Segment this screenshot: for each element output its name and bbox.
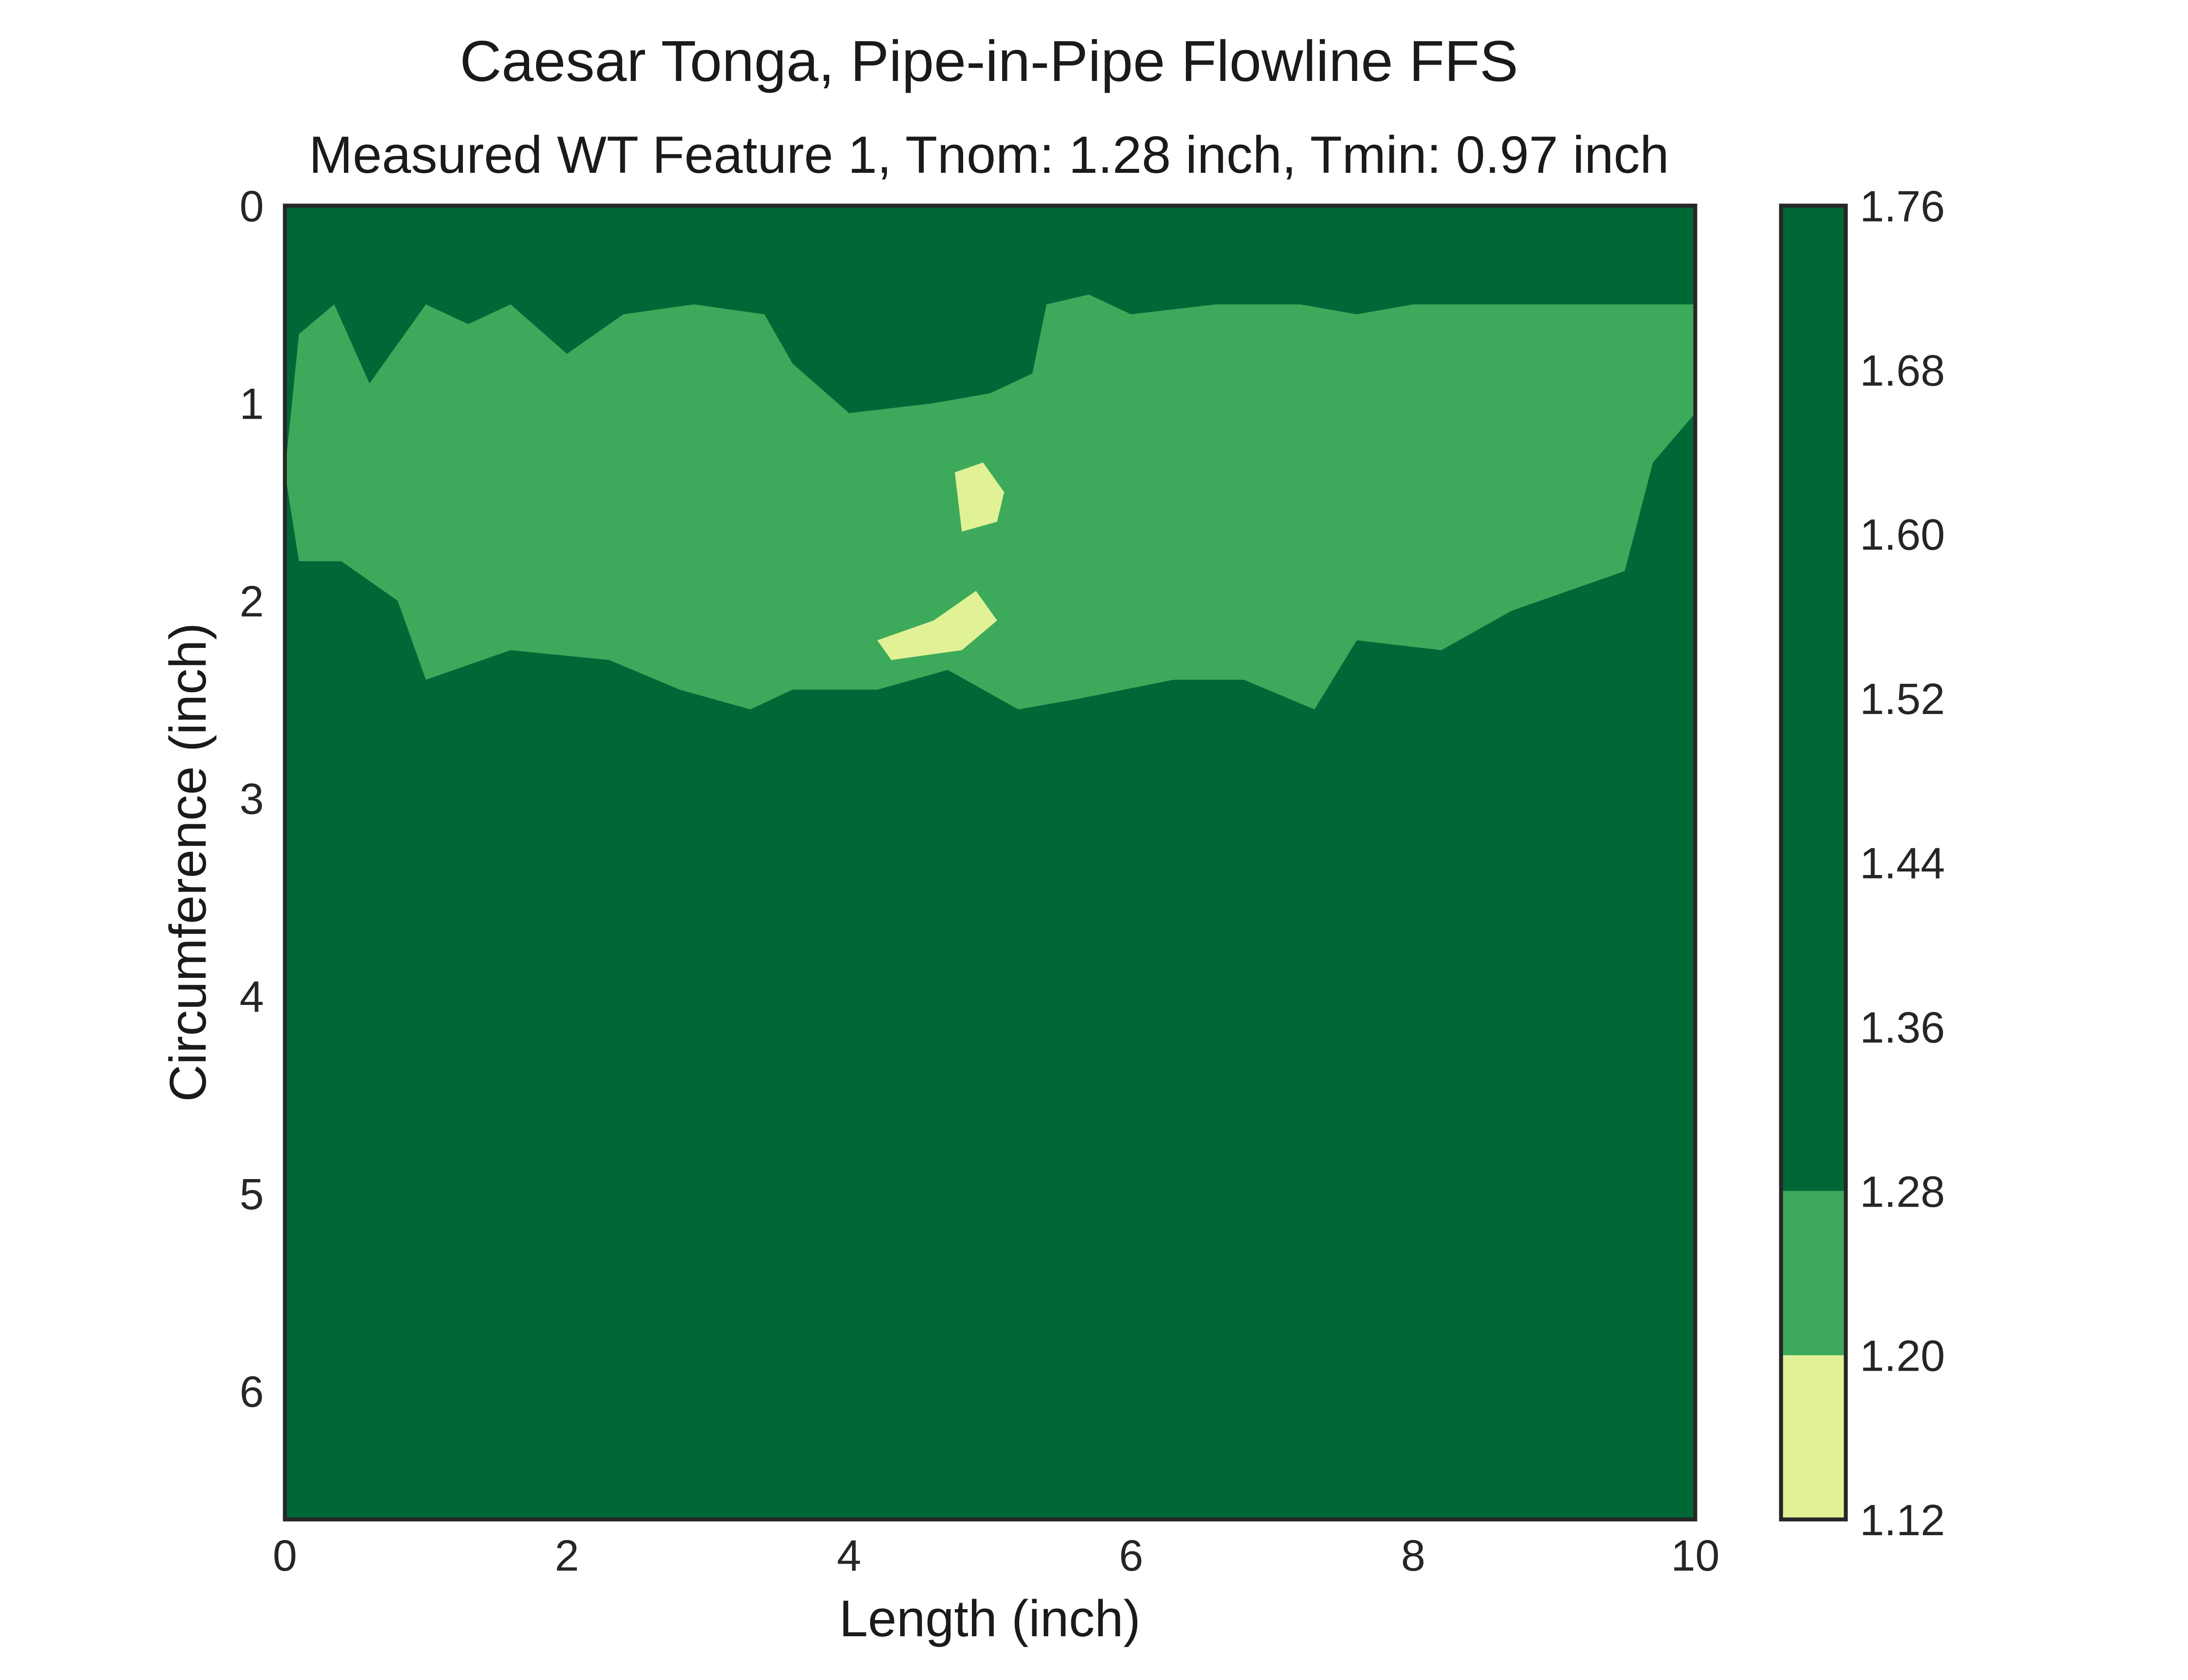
colorbar-tick-label: 1.76: [1860, 182, 1945, 231]
colorbar-band-2: [1781, 1191, 1846, 1355]
colorbar-band-1: [1781, 1355, 1846, 1519]
contour-region-2: [877, 591, 997, 660]
y-tick-label: 2: [239, 577, 264, 626]
colorbar-tick-label: 1.36: [1860, 1003, 1945, 1052]
plot-area: [283, 203, 1697, 1522]
colorbar-band-3: [1781, 206, 1846, 1191]
y-tick-label: 0: [239, 182, 264, 231]
chart-title: Caesar Tonga, Pipe-in-Pipe Flowline FFS: [460, 29, 1518, 93]
x-tick-label: 6: [1119, 1531, 1143, 1580]
colorbar-tick-label: 1.28: [1860, 1167, 1945, 1216]
colorbar: 1.12 1.20 1.28 1.36 1.44 1.52 1.60 1.68 1.76: [1779, 182, 1945, 1545]
x-tick-label: 8: [1401, 1531, 1426, 1580]
colorbar-frame: [1779, 203, 1848, 1522]
colorbar-tick-label: 1.52: [1860, 675, 1945, 724]
colorbar-tick-label: 1.60: [1860, 511, 1945, 560]
colorbar-bands: [1781, 206, 1846, 1519]
y-tick-label: 5: [239, 1170, 264, 1219]
colorbar-tick-label: 1.68: [1860, 346, 1945, 395]
colorbar-tick-label: 1.44: [1860, 839, 1945, 888]
y-axis-ticks: 0 1 2 3 4 5 6: [239, 182, 264, 1417]
plot-frame: [283, 203, 1697, 1522]
contour-regions: [285, 294, 1695, 710]
x-axis-ticks: 0 2 4 6 8 10: [273, 1531, 1719, 1580]
y-tick-label: 3: [239, 775, 264, 824]
contour-region-3: [954, 462, 1004, 532]
x-tick-label: 0: [273, 1531, 297, 1580]
x-tick-label: 4: [837, 1531, 861, 1580]
colorbar-tick-label: 1.20: [1860, 1332, 1945, 1381]
x-tick-label: 10: [1671, 1531, 1719, 1580]
colorbar-ticks: 1.12 1.20 1.28 1.36 1.44 1.52 1.60 1.68 1.76: [1860, 182, 1945, 1545]
y-axis-label: Circumference (inch): [159, 623, 217, 1102]
y-tick-label: 6: [239, 1368, 264, 1417]
colorbar-tick-label: 1.12: [1860, 1496, 1945, 1545]
y-tick-label: 1: [239, 380, 264, 429]
x-tick-label: 2: [555, 1531, 579, 1580]
x-axis-label: Length (inch): [839, 1590, 1141, 1648]
chart-subtitle: Measured WT Feature 1, Tnom: 1.28 inch, …: [309, 126, 1669, 184]
y-tick-label: 4: [239, 972, 264, 1021]
